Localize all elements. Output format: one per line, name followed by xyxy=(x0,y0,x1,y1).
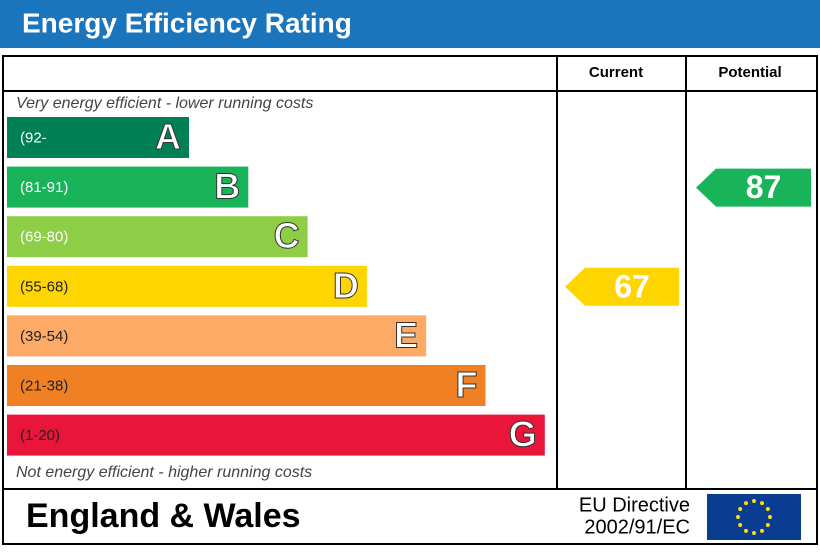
directive: EU Directive xyxy=(579,494,690,516)
band-range: (81-91) xyxy=(20,179,68,196)
top-note: Very energy efficient - lower running co… xyxy=(16,95,313,112)
star xyxy=(765,507,770,511)
band xyxy=(7,166,249,208)
star xyxy=(738,523,743,527)
band-letter: D xyxy=(333,265,359,306)
band-range: (21-38) xyxy=(20,377,68,394)
chart-title: Energy Efficiency Rating xyxy=(22,7,352,38)
star xyxy=(760,501,764,506)
region: England & Wales xyxy=(26,497,301,535)
band-letter: C xyxy=(274,215,300,256)
star xyxy=(765,523,770,527)
band-letter: F xyxy=(456,364,478,405)
rating-value: 67 xyxy=(614,268,650,304)
band xyxy=(7,265,367,307)
column-header: Current xyxy=(589,64,643,81)
star xyxy=(768,515,772,519)
band-range: (39-54) xyxy=(20,328,68,345)
band-letter: E xyxy=(394,314,418,355)
band-range: (1-20) xyxy=(20,427,60,444)
star xyxy=(736,515,740,519)
star xyxy=(752,531,756,535)
star xyxy=(760,528,764,533)
band-letter: A xyxy=(155,116,181,157)
band-letter: B xyxy=(214,166,240,207)
band xyxy=(7,216,308,258)
title-bar xyxy=(0,0,820,48)
bottom-note: Not energy efficient - higher running co… xyxy=(16,464,312,481)
band xyxy=(7,365,486,406)
rating-value: 87 xyxy=(746,169,782,205)
rating-arrow xyxy=(696,168,811,207)
band-range: (92- xyxy=(20,129,47,146)
star xyxy=(744,528,748,533)
star xyxy=(738,507,743,511)
column-header: Potential xyxy=(718,64,781,81)
band-letter: G xyxy=(509,414,537,455)
band xyxy=(7,117,189,158)
rating-arrow xyxy=(565,267,679,306)
band xyxy=(7,315,427,357)
star xyxy=(752,499,756,503)
band-range: (69-80) xyxy=(20,229,68,246)
star xyxy=(744,501,748,506)
eu-stars xyxy=(736,499,772,535)
band xyxy=(7,414,545,456)
band-range: (55-68) xyxy=(20,278,68,295)
directive: 2002/91/EC xyxy=(584,516,690,538)
